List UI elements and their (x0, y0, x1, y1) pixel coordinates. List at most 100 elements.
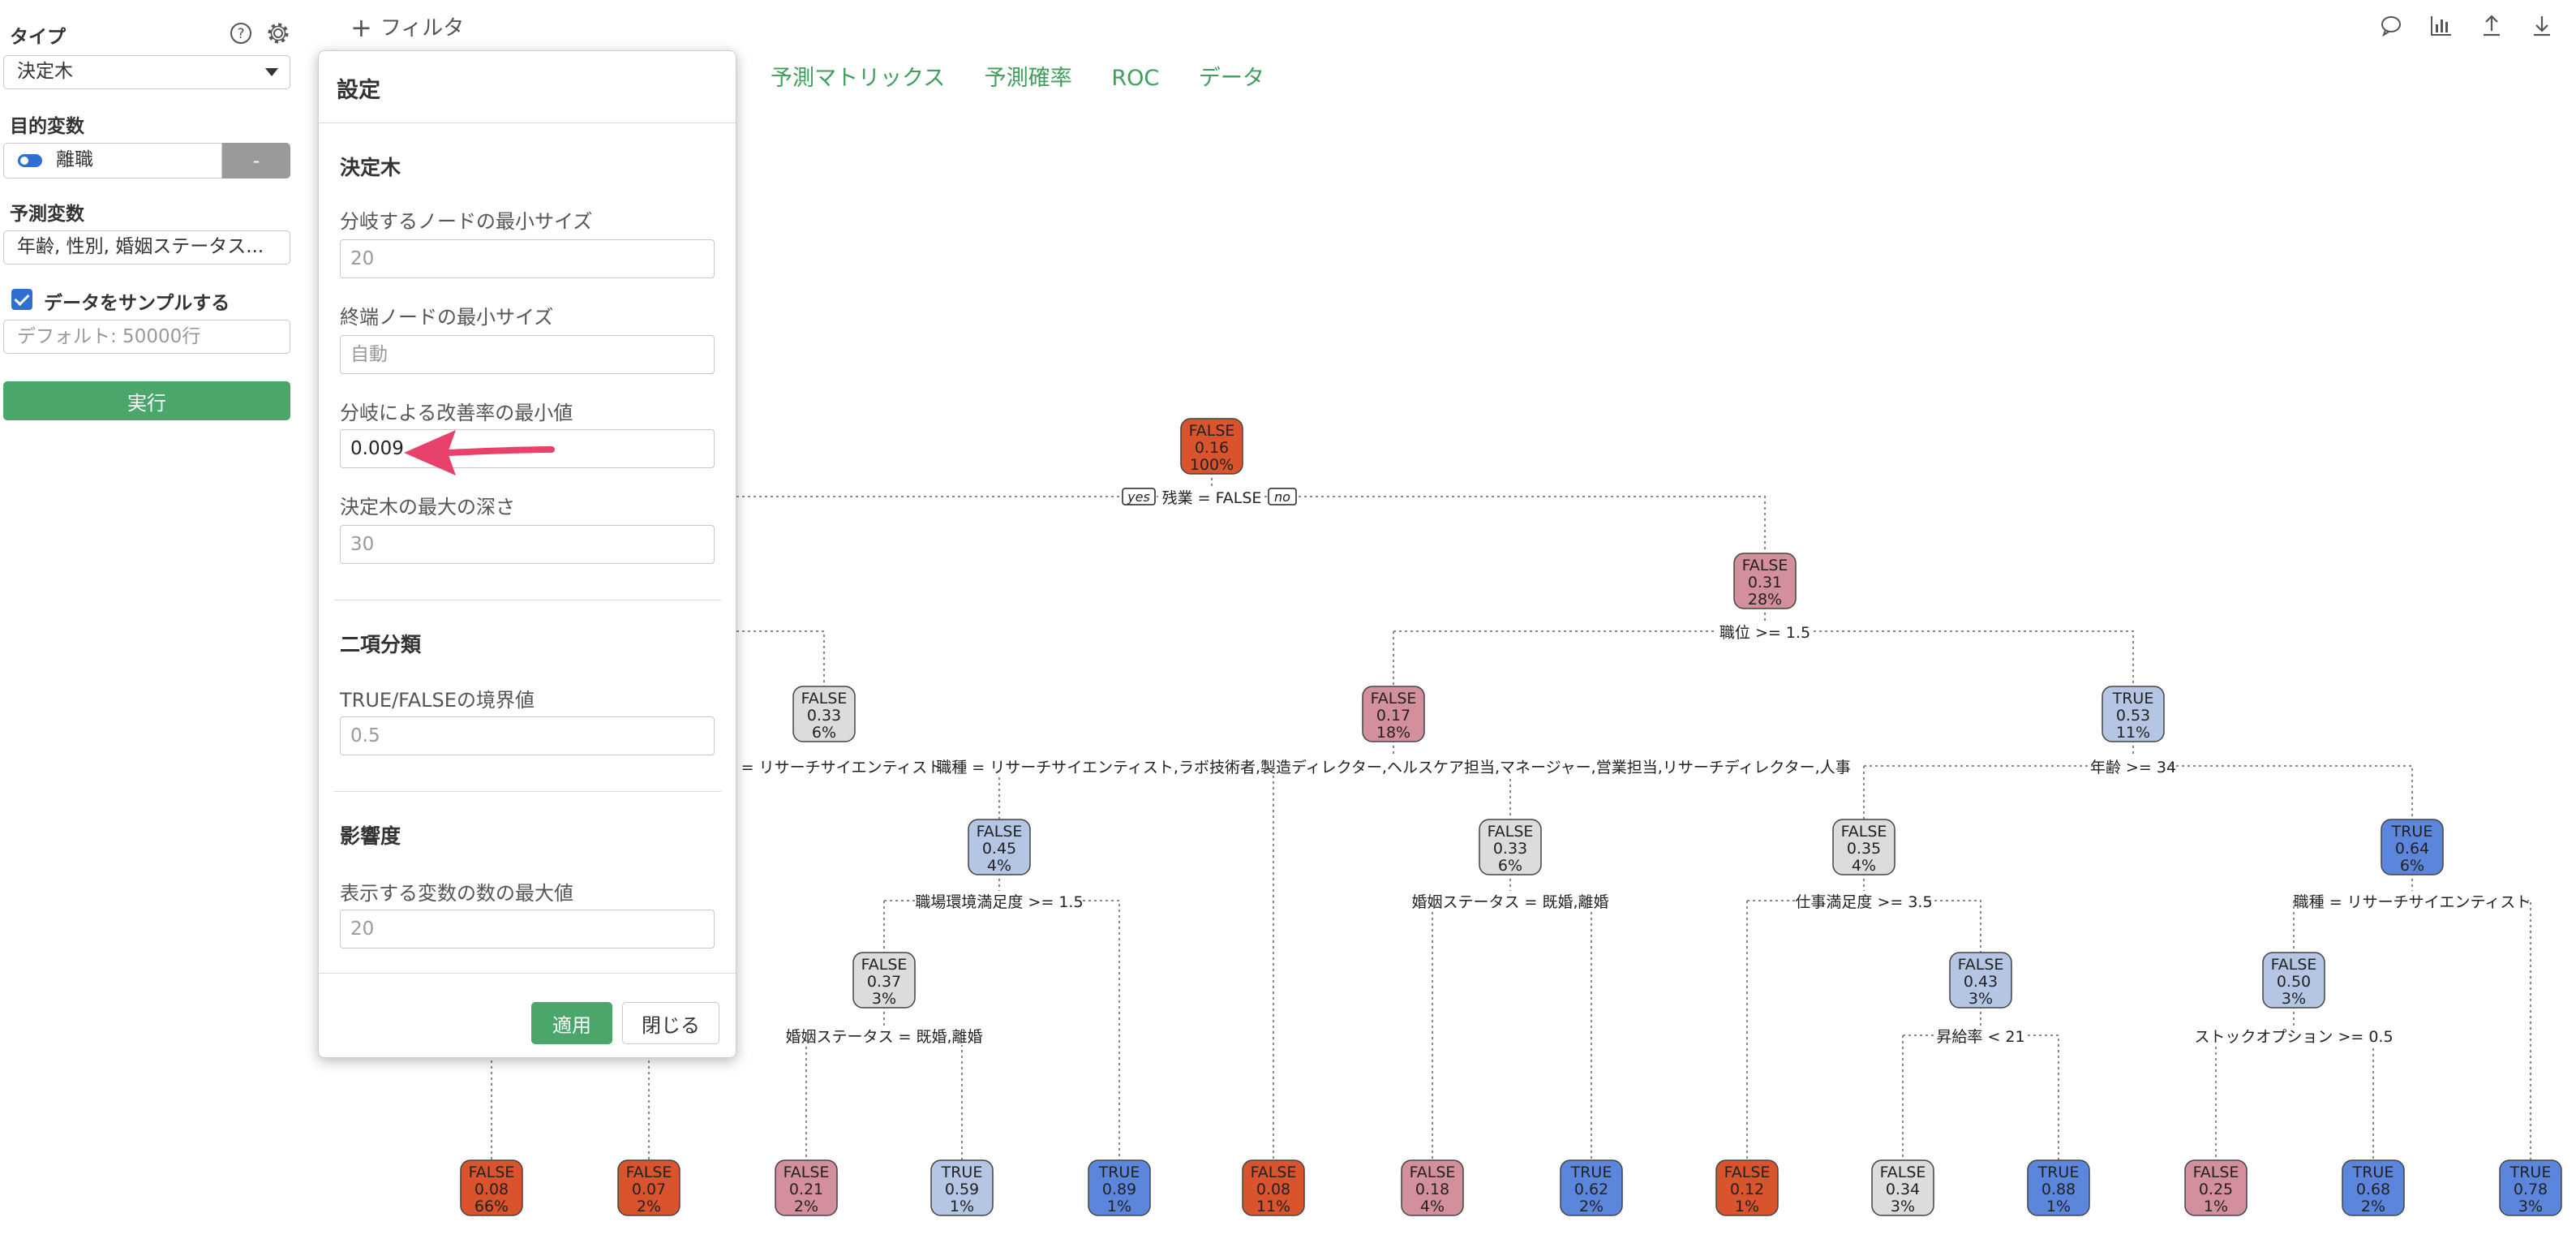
node-probability: 0.78 (2514, 1181, 2548, 1198)
min-leaf-size-input[interactable] (340, 335, 715, 374)
node-class-label: FALSE (1410, 1164, 1456, 1181)
split-label-n4-prev: = リサーチサイエンティスト (741, 759, 943, 776)
threshold-input[interactable] (340, 716, 715, 755)
toggle-icon[interactable] (18, 154, 42, 167)
help-circle-icon[interactable]: ? (229, 21, 253, 45)
node-probability: 0.89 (1102, 1181, 1136, 1198)
node-probability: 0.08 (474, 1181, 509, 1198)
sidebar: タイプ ? 決定木 目的変数 離職 - 予測変数 年齢, 性別, 婚姻ステータス… (0, 0, 302, 1256)
target-label: 目的変数 (10, 116, 84, 137)
tab-prediction-matrix[interactable]: 予測マトリックス (771, 66, 946, 91)
node-percentage: 1% (1735, 1198, 1759, 1215)
split-label-n13: 婚姻ステータス = 既婚,離婚 (1411, 893, 1608, 911)
download-icon[interactable] (2529, 13, 2555, 39)
node-probability: 0.45 (982, 840, 1016, 858)
split-label-n6: 職種 = リサーチサイエンティスト,ラボ技術者,製造ディレクター,ヘルスケア担当… (936, 759, 1850, 776)
node-probability: 0.37 (867, 973, 901, 991)
type-select[interactable]: 決定木 (3, 55, 290, 89)
yes-badge (1122, 488, 1156, 505)
no-badge (1268, 488, 1297, 505)
tab-data[interactable]: データ (1198, 66, 1264, 91)
node-probability: 0.07 (632, 1181, 666, 1198)
node-class-label: FALSE (2193, 1164, 2239, 1181)
type-label: タイプ (10, 27, 66, 48)
node-probability: 0.12 (1730, 1181, 1764, 1198)
node-probability: 0.17 (1376, 707, 1410, 725)
comment-icon[interactable] (2378, 13, 2404, 39)
sample-checkbox[interactable] (11, 289, 32, 310)
node-probability: 0.88 (2041, 1181, 2076, 1198)
predictors-field[interactable]: 年齢, 性別, 婚姻ステータス... (3, 230, 290, 265)
close-button[interactable]: 閉じる (622, 1002, 719, 1044)
node-class-label: FALSE (1371, 690, 1417, 708)
node-percentage: 2% (794, 1198, 818, 1215)
min-leaf-size-label: 終端ノードの最小サイズ (340, 306, 554, 329)
node-class-label: FALSE (861, 956, 908, 974)
node-percentage: 1% (1107, 1198, 1131, 1215)
node-class-label: TRUE (2352, 1164, 2394, 1181)
node-probability: 0.16 (1195, 439, 1229, 457)
run-button[interactable]: 実行 (3, 381, 290, 420)
section-title-importance: 影響度 (340, 824, 401, 848)
add-filter-button[interactable]: + フィルタ (350, 11, 464, 43)
node-class-label: FALSE (801, 690, 848, 708)
chart-icon[interactable] (2428, 13, 2454, 39)
panel-title: 設定 (337, 78, 380, 103)
split-label-n18: 婚姻ステータス = 既婚,離婚 (785, 1028, 982, 1046)
apply-button[interactable]: 適用 (531, 1002, 612, 1044)
node-class-label: TRUE (1570, 1164, 1612, 1181)
node-class-label: FALSE (1841, 823, 1887, 841)
plus-icon: + (350, 12, 372, 43)
predictors-value: 年齢, 性別, 婚姻ステータス... (17, 236, 264, 257)
tree-nodes: FALSE0.16100%FALSE0.3128%FALSE0.336%FALS… (460, 418, 2562, 1216)
node-class-label: FALSE (1488, 823, 1534, 841)
node-percentage: 2% (1579, 1198, 1604, 1215)
sample-size-input[interactable] (3, 320, 290, 354)
node-class-label: FALSE (2271, 956, 2317, 974)
node-percentage: 18% (1376, 724, 1410, 742)
min-split-size-input[interactable] (340, 239, 715, 278)
split-label-n14: 仕事満足度 >= 3.5 (1795, 893, 1932, 911)
node-percentage: 3% (2282, 990, 2306, 1008)
node-probability: 0.25 (2199, 1181, 2233, 1198)
share-icon[interactable] (2479, 13, 2505, 39)
tab-prediction-probability[interactable]: 予測確率 (984, 66, 1072, 91)
node-probability: 0.34 (1886, 1181, 1920, 1198)
node-class-label: TRUE (941, 1164, 983, 1181)
node-percentage: 2% (637, 1198, 661, 1215)
node-percentage: 100% (1190, 456, 1234, 474)
tree-edges (491, 472, 2531, 1160)
node-class-label: FALSE (1251, 1164, 1297, 1181)
max-depth-input[interactable] (340, 525, 715, 564)
node-probability: 0.31 (1748, 574, 1782, 591)
tab-roc[interactable]: ROC (1111, 66, 1160, 91)
split-label-n3: 職位 >= 1.5 (1719, 624, 1810, 642)
predictors-label: 予測変数 (10, 204, 84, 225)
min-improvement-label: 分岐による改善率の最小値 (340, 402, 573, 424)
node-class-label: TRUE (2112, 690, 2154, 708)
threshold-label: TRUE/FALSEの境界値 (340, 689, 535, 712)
target-remove-button[interactable]: - (222, 143, 290, 179)
max-variables-input[interactable] (340, 910, 715, 948)
node-probability: 0.53 (2116, 707, 2150, 725)
gear-icon[interactable] (266, 21, 290, 45)
node-probability: 0.59 (945, 1181, 979, 1198)
node-probability: 0.35 (1847, 840, 1881, 858)
node-probability: 0.43 (1964, 973, 1998, 991)
split-label-n30: ストックオプション >= 0.5 (2194, 1028, 2393, 1046)
node-class-label: FALSE (1958, 956, 2004, 974)
split-label-n15: 職種 = リサーチサイエンティスト (2294, 893, 2531, 911)
node-probability: 0.64 (2395, 840, 2429, 858)
